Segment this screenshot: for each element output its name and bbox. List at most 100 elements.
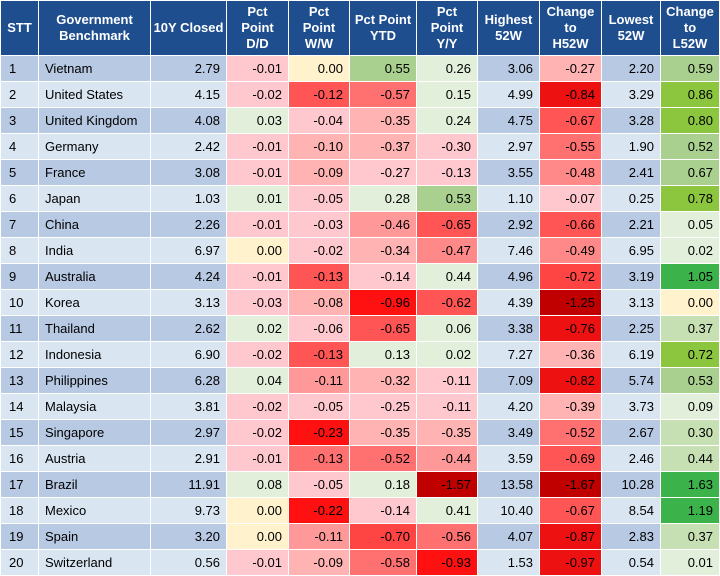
- cell-pct-ytd: -0.52: [349, 445, 417, 472]
- cell-pct-ww: -0.08: [288, 289, 350, 316]
- cell-lowest-52w: 2.41: [601, 159, 661, 186]
- cell-lowest-52w: 8.54: [601, 497, 661, 524]
- cell-change-l52w: 0.72: [660, 341, 720, 368]
- header-benchmark: Government Benchmark: [38, 0, 151, 56]
- cell-change-h52w: -0.39: [539, 393, 602, 420]
- cell-pct-ytd: -0.35: [349, 419, 417, 446]
- cell-pct-dd: -0.01: [226, 263, 289, 290]
- cell-pct-ww: -0.12: [288, 81, 350, 108]
- cell-change-h52w: -0.49: [539, 237, 602, 264]
- cell-stt: 1: [0, 55, 39, 82]
- cell-pct-yy: -0.13: [416, 159, 478, 186]
- cell-change-h52w: -0.67: [539, 107, 602, 134]
- cell-stt: 18: [0, 497, 39, 524]
- cell-10y-closed: 6.97: [150, 237, 227, 264]
- cell-pct-dd: -0.03: [226, 289, 289, 316]
- cell-lowest-52w: 2.67: [601, 419, 661, 446]
- cell-pct-ww: -0.13: [288, 445, 350, 472]
- cell-pct-dd: -0.02: [226, 81, 289, 108]
- cell-stt: 15: [0, 419, 39, 446]
- cell-pct-yy: -0.56: [416, 523, 478, 550]
- cell-10y-closed: 2.91: [150, 445, 227, 472]
- cell-stt: 4: [0, 133, 39, 160]
- cell-change-h52w: -1.25: [539, 289, 602, 316]
- cell-10y-closed: 2.97: [150, 419, 227, 446]
- cell-10y-closed: 4.24: [150, 263, 227, 290]
- cell-highest-52w: 3.55: [477, 159, 540, 186]
- cell-pct-ytd: -0.65: [349, 315, 417, 342]
- cell-change-h52w: -0.48: [539, 159, 602, 186]
- cell-10y-closed: 2.79: [150, 55, 227, 82]
- cell-pct-yy: -0.30: [416, 133, 478, 160]
- cell-benchmark: Thailand: [38, 315, 151, 342]
- cell-benchmark: Malaysia: [38, 393, 151, 420]
- cell-pct-ytd: 0.13: [349, 341, 417, 368]
- cell-10y-closed: 3.20: [150, 523, 227, 550]
- cell-change-l52w: 0.59: [660, 55, 720, 82]
- cell-stt: 3: [0, 107, 39, 134]
- cell-highest-52w: 3.59: [477, 445, 540, 472]
- cell-lowest-52w: 2.83: [601, 523, 661, 550]
- table-row: 19 Spain 3.20 0.00 -0.11 -0.70 -0.56 4.07 -0.87 2…: [0, 523, 720, 550]
- table-row: 13 Philippines 6.28 0.04 -0.11 -0.32 -0.11 7.09…: [0, 367, 720, 394]
- cell-stt: 10: [0, 289, 39, 316]
- cell-pct-yy: 0.53: [416, 185, 478, 212]
- table-row: 10 Korea 3.13 -0.03 -0.08 -0.96 -0.62 4.39 -1.25…: [0, 289, 720, 316]
- cell-change-h52w: -1.67: [539, 471, 602, 498]
- cell-benchmark: Singapore: [38, 419, 151, 446]
- cell-pct-dd: -0.02: [226, 341, 289, 368]
- cell-lowest-52w: 0.25: [601, 185, 661, 212]
- cell-highest-52w: 10.40: [477, 497, 540, 524]
- cell-change-l52w: 0.09: [660, 393, 720, 420]
- cell-pct-yy: 0.15: [416, 81, 478, 108]
- cell-pct-ww: -0.04: [288, 107, 350, 134]
- header-change-l52w: Change to L52W: [660, 0, 720, 56]
- cell-benchmark: Germany: [38, 133, 151, 160]
- table-row: 8 India 6.97 0.00 -0.02 -0.34 -0.47 7.46 -0.49 6.…: [0, 237, 720, 264]
- cell-lowest-52w: 3.28: [601, 107, 661, 134]
- cell-pct-dd: -0.02: [226, 393, 289, 420]
- cell-change-h52w: -0.36: [539, 341, 602, 368]
- cell-pct-dd: 0.00: [226, 237, 289, 264]
- cell-pct-ytd: -0.35: [349, 107, 417, 134]
- cell-pct-ytd: 0.18: [349, 471, 417, 498]
- cell-change-l52w: 0.37: [660, 523, 720, 550]
- cell-pct-yy: -0.93: [416, 549, 478, 576]
- cell-10y-closed: 9.73: [150, 497, 227, 524]
- cell-stt: 6: [0, 185, 39, 212]
- cell-pct-ww: -0.22: [288, 497, 350, 524]
- cell-change-l52w: 0.01: [660, 549, 720, 576]
- cell-pct-ww: -0.09: [288, 549, 350, 576]
- cell-benchmark: Korea: [38, 289, 151, 316]
- cell-10y-closed: 2.42: [150, 133, 227, 160]
- cell-pct-ww: -0.05: [288, 393, 350, 420]
- cell-pct-yy: -1.57: [416, 471, 478, 498]
- cell-lowest-52w: 2.46: [601, 445, 661, 472]
- cell-pct-ytd: -0.96: [349, 289, 417, 316]
- cell-lowest-52w: 1.90: [601, 133, 661, 160]
- cell-change-l52w: 0.30: [660, 419, 720, 446]
- cell-pct-ww: -0.11: [288, 367, 350, 394]
- header-stt: STT: [0, 0, 39, 56]
- cell-pct-yy: 0.41: [416, 497, 478, 524]
- cell-change-h52w: -0.76: [539, 315, 602, 342]
- header-lowest-52w: Lowest 52W: [601, 0, 661, 56]
- cell-pct-yy: -0.65: [416, 211, 478, 238]
- cell-pct-ytd: 0.28: [349, 185, 417, 212]
- table-row: 1 Vietnam 2.79 -0.01 0.00 0.55 0.26 3.06 -0.27 2.…: [0, 55, 720, 82]
- cell-stt: 5: [0, 159, 39, 186]
- cell-change-h52w: -0.69: [539, 445, 602, 472]
- table-row: 6 Japan 1.03 0.01 -0.05 0.28 0.53 1.10 -0.07 0.25…: [0, 185, 720, 212]
- cell-change-l52w: 0.52: [660, 133, 720, 160]
- cell-pct-ytd: -0.27: [349, 159, 417, 186]
- cell-change-h52w: -0.87: [539, 523, 602, 550]
- table-row: 4 Germany 2.42 -0.01 -0.10 -0.37 -0.30 2.97 -0.5…: [0, 133, 720, 160]
- cell-stt: 16: [0, 445, 39, 472]
- cell-change-l52w: 1.63: [660, 471, 720, 498]
- cell-10y-closed: 4.08: [150, 107, 227, 134]
- cell-stt: 13: [0, 367, 39, 394]
- cell-pct-dd: -0.01: [226, 549, 289, 576]
- cell-10y-closed: 0.56: [150, 549, 227, 576]
- table-row: 16 Austria 2.91 -0.01 -0.13 -0.52 -0.44 3.59 -0.…: [0, 445, 720, 472]
- cell-benchmark: Brazil: [38, 471, 151, 498]
